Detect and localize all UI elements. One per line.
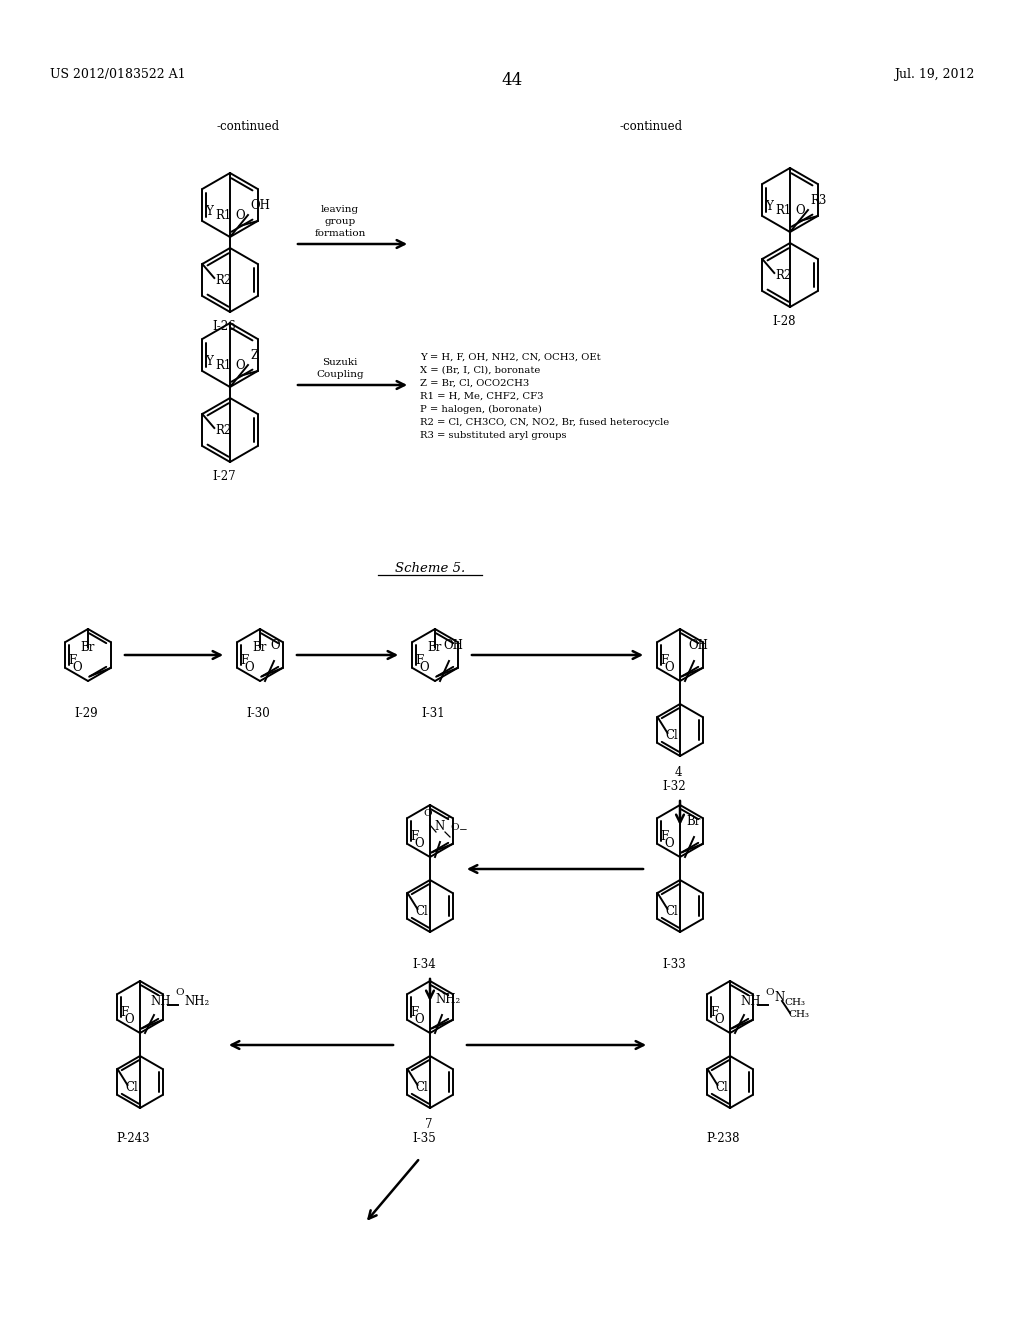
Text: group: group [325, 216, 355, 226]
Text: Y: Y [765, 201, 773, 213]
Text: Z: Z [250, 348, 258, 362]
Text: O: O [423, 809, 432, 818]
Text: F: F [411, 1006, 419, 1019]
Text: Br: Br [686, 814, 700, 828]
Text: O: O [125, 1012, 134, 1026]
Text: O: O [765, 987, 773, 997]
Text: P-243: P-243 [116, 1133, 150, 1144]
Text: O: O [236, 359, 246, 372]
Text: I-32: I-32 [662, 780, 686, 793]
Text: P = halogen, (boronate): P = halogen, (boronate) [420, 405, 542, 414]
Text: O: O [270, 639, 280, 652]
Text: 7: 7 [425, 1118, 432, 1131]
Text: O: O [450, 822, 459, 832]
Text: N: N [774, 991, 784, 1005]
Text: Y = H, F, OH, NH2, CN, OCH3, OEt: Y = H, F, OH, NH2, CN, OCH3, OEt [420, 352, 601, 362]
Text: R3 = substituted aryl groups: R3 = substituted aryl groups [420, 432, 566, 440]
Text: −: − [459, 826, 468, 836]
Text: R2: R2 [775, 269, 792, 282]
Text: I-35: I-35 [412, 1133, 436, 1144]
Text: F: F [416, 653, 424, 667]
Text: R1: R1 [216, 209, 232, 222]
Text: R2: R2 [215, 424, 231, 437]
Text: CH₃: CH₃ [784, 998, 805, 1007]
Text: F: F [660, 830, 669, 843]
Text: Cl: Cl [126, 1081, 138, 1094]
Text: Cl: Cl [666, 729, 678, 742]
Text: I-30: I-30 [246, 708, 269, 719]
Text: O: O [236, 209, 246, 222]
Text: 44: 44 [502, 73, 522, 88]
Text: N: N [434, 820, 444, 833]
Text: NH₂: NH₂ [435, 993, 460, 1006]
Text: O: O [420, 661, 429, 675]
Text: Br: Br [252, 642, 266, 653]
Text: R1 = H, Me, CHF2, CF3: R1 = H, Me, CHF2, CF3 [420, 392, 544, 401]
Text: Cl: Cl [716, 1081, 728, 1094]
Text: Cl: Cl [416, 906, 428, 917]
Text: I-26: I-26 [212, 319, 236, 333]
Text: I-34: I-34 [412, 958, 436, 972]
Text: Z = Br, Cl, OCO2CH3: Z = Br, Cl, OCO2CH3 [420, 379, 529, 388]
Text: Suzuki: Suzuki [323, 358, 357, 367]
Text: O: O [665, 661, 674, 675]
Text: NH: NH [740, 995, 761, 1008]
Text: -continued: -continued [620, 120, 683, 133]
Text: O: O [415, 837, 424, 850]
Text: OH: OH [250, 199, 270, 213]
Text: Cl: Cl [666, 906, 678, 917]
Text: R1: R1 [776, 205, 792, 216]
Text: O: O [665, 837, 674, 850]
Text: Y: Y [205, 355, 213, 368]
Text: P-238: P-238 [706, 1133, 739, 1144]
Text: R1: R1 [216, 359, 232, 372]
Text: Coupling: Coupling [316, 370, 364, 379]
Text: F: F [241, 653, 249, 667]
Text: NH: NH [150, 995, 171, 1008]
Text: R2: R2 [215, 275, 231, 286]
Text: R2 = Cl, CH3CO, CN, NO2, Br, fused heterocycle: R2 = Cl, CH3CO, CN, NO2, Br, fused heter… [420, 418, 670, 426]
Text: O: O [415, 1012, 424, 1026]
Text: Br: Br [80, 642, 94, 653]
Text: +: + [444, 814, 451, 822]
Text: F: F [121, 1006, 129, 1019]
Text: O: O [175, 987, 183, 997]
Text: Cl: Cl [416, 1081, 428, 1094]
Text: Br: Br [427, 642, 441, 653]
Text: I-31: I-31 [421, 708, 444, 719]
Text: Scheme 5.: Scheme 5. [395, 562, 465, 576]
Text: F: F [411, 830, 419, 843]
Text: OH: OH [688, 639, 708, 652]
Text: -continued: -continued [216, 120, 280, 133]
Text: I-27: I-27 [212, 470, 236, 483]
Text: O: O [73, 661, 82, 675]
Text: O: O [796, 205, 805, 216]
Text: F: F [69, 653, 77, 667]
Text: I-28: I-28 [772, 315, 796, 327]
Text: O: O [245, 661, 254, 675]
Text: Jul. 19, 2012: Jul. 19, 2012 [894, 69, 974, 81]
Text: F: F [660, 653, 669, 667]
Text: I-33: I-33 [662, 958, 686, 972]
Text: O: O [715, 1012, 724, 1026]
Text: 4: 4 [675, 766, 683, 779]
Text: OH: OH [443, 639, 463, 652]
Text: NH₂: NH₂ [184, 995, 209, 1008]
Text: X = (Br, I, Cl), boronate: X = (Br, I, Cl), boronate [420, 366, 541, 375]
Text: formation: formation [314, 228, 366, 238]
Text: I-29: I-29 [74, 708, 97, 719]
Text: Y: Y [205, 205, 213, 218]
Text: CH₃: CH₃ [788, 1010, 809, 1019]
Text: R3: R3 [810, 194, 826, 207]
Text: US 2012/0183522 A1: US 2012/0183522 A1 [50, 69, 185, 81]
Text: leaving: leaving [321, 205, 359, 214]
Text: F: F [711, 1006, 719, 1019]
